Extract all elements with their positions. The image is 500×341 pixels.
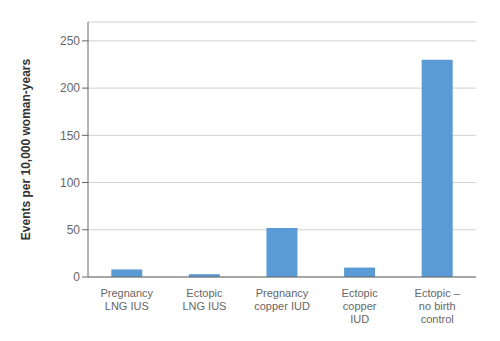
svg-text:150: 150	[60, 129, 80, 143]
svg-text:PregnancyLNG IUS: PregnancyLNG IUS	[101, 287, 154, 312]
svg-text:50: 50	[67, 223, 81, 237]
svg-text:Pregnancycopper IUD: Pregnancycopper IUD	[254, 287, 310, 312]
svg-text:100: 100	[60, 176, 80, 190]
svg-text:0: 0	[73, 270, 80, 284]
svg-text:Events per 10,000 woman-years: Events per 10,000 woman-years	[19, 58, 33, 240]
svg-text:EctopiccopperIUD: EctopiccopperIUD	[342, 287, 379, 325]
svg-text:Ectopic –no birthcontrol: Ectopic –no birthcontrol	[415, 287, 461, 325]
svg-text:250: 250	[60, 34, 80, 48]
svg-text:EctopicLNG IUS: EctopicLNG IUS	[182, 287, 226, 312]
svg-text:200: 200	[60, 81, 80, 95]
